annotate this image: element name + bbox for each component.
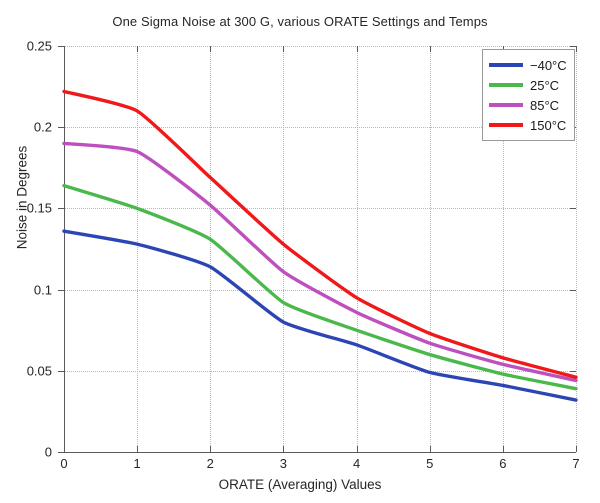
- x-tick-mark: [64, 446, 65, 452]
- legend-item[interactable]: 85°C: [489, 95, 568, 115]
- gridline-vertical: [502, 46, 504, 452]
- y-tick-mark: [58, 127, 64, 129]
- gridline-horizontal: [64, 370, 576, 372]
- legend-item-label: 85°C: [530, 97, 560, 113]
- gridline-horizontal: [64, 46, 576, 47]
- gridline-horizontal: [64, 289, 576, 291]
- y-tick-mark: [58, 46, 64, 47]
- legend-item[interactable]: −40°C: [489, 55, 568, 75]
- x-tick-mark: [502, 446, 504, 452]
- x-tick-mark-top: [137, 46, 139, 52]
- x-tick-label: 3: [279, 456, 288, 471]
- x-tick-label: 7: [572, 456, 580, 471]
- series-line: [62, 183, 578, 391]
- y-tick-mark: [58, 208, 64, 210]
- x-tick-mark: [137, 446, 139, 452]
- x-tick-mark-top: [210, 46, 212, 52]
- x-tick-label: 2: [206, 456, 214, 471]
- series-line: [62, 229, 578, 402]
- series-line: [62, 141, 578, 383]
- y-axis-line: [64, 46, 65, 453]
- y-tick-label: 0.2: [33, 119, 52, 135]
- legend-color-swatch: [489, 123, 523, 127]
- x-tick-label: 5: [426, 456, 434, 471]
- gridline-vertical: [576, 46, 577, 452]
- gridline-vertical: [137, 46, 139, 452]
- x-tick-mark-top: [429, 46, 431, 52]
- legend-color-swatch: [489, 103, 523, 107]
- x-tick-mark-top: [356, 46, 358, 52]
- legend-item-label: 25°C: [530, 77, 560, 93]
- legend-color-swatch: [489, 63, 523, 67]
- y-tick-label: 0.15: [26, 200, 52, 216]
- y-tick-mark-right: [570, 208, 576, 210]
- y-tick-mark: [58, 289, 64, 291]
- legend-color-swatch: [489, 83, 523, 87]
- y-tick-mark-right: [570, 370, 576, 372]
- x-tick-label: 6: [499, 456, 507, 471]
- x-tick-mark-top: [64, 46, 65, 52]
- gridline-vertical: [429, 46, 431, 452]
- y-tick-mark-right: [570, 289, 576, 291]
- legend-item-label: −40°C: [530, 57, 567, 73]
- y-tick-mark: [58, 452, 64, 453]
- x-tick-mark: [576, 446, 577, 452]
- x-tick-mark: [356, 446, 358, 452]
- y-tick-mark: [58, 370, 64, 372]
- chart-legend: −40°C 25°C 85°C 150°C: [482, 49, 575, 141]
- gridline-horizontal: [64, 127, 576, 129]
- chart-title: One Sigma Noise at 300 G, various ORATE …: [112, 14, 488, 29]
- y-tick-label: 0.05: [26, 363, 52, 379]
- x-tick-mark-top: [576, 46, 577, 52]
- legend-item[interactable]: 150°C: [489, 115, 568, 135]
- x-tick-mark: [429, 446, 431, 452]
- x-axis-line: [64, 452, 576, 453]
- y-tick-label: 0: [44, 444, 52, 460]
- gridline-vertical: [356, 46, 358, 452]
- legend-item[interactable]: 25°C: [489, 75, 568, 95]
- x-tick-mark-top: [283, 46, 285, 52]
- y-tick-label: 0.1: [33, 282, 52, 298]
- gridline-horizontal: [64, 208, 576, 210]
- x-tick-mark: [283, 446, 285, 452]
- x-tick-label: 0: [60, 456, 68, 471]
- gridline-vertical: [210, 46, 212, 452]
- gridline-vertical: [283, 46, 285, 452]
- series-line: [62, 89, 578, 379]
- y-tick-label: 0.25: [26, 38, 52, 54]
- x-tick-label: 4: [352, 456, 361, 471]
- legend-item-label: 150°C: [530, 117, 567, 133]
- y-tick-mark-right: [570, 452, 576, 453]
- x-tick-label: 1: [133, 456, 141, 471]
- x-axis-label: ORATE (Averaging) Values: [218, 477, 382, 492]
- y-tick-mark-right: [570, 46, 576, 47]
- x-tick-mark: [210, 446, 212, 452]
